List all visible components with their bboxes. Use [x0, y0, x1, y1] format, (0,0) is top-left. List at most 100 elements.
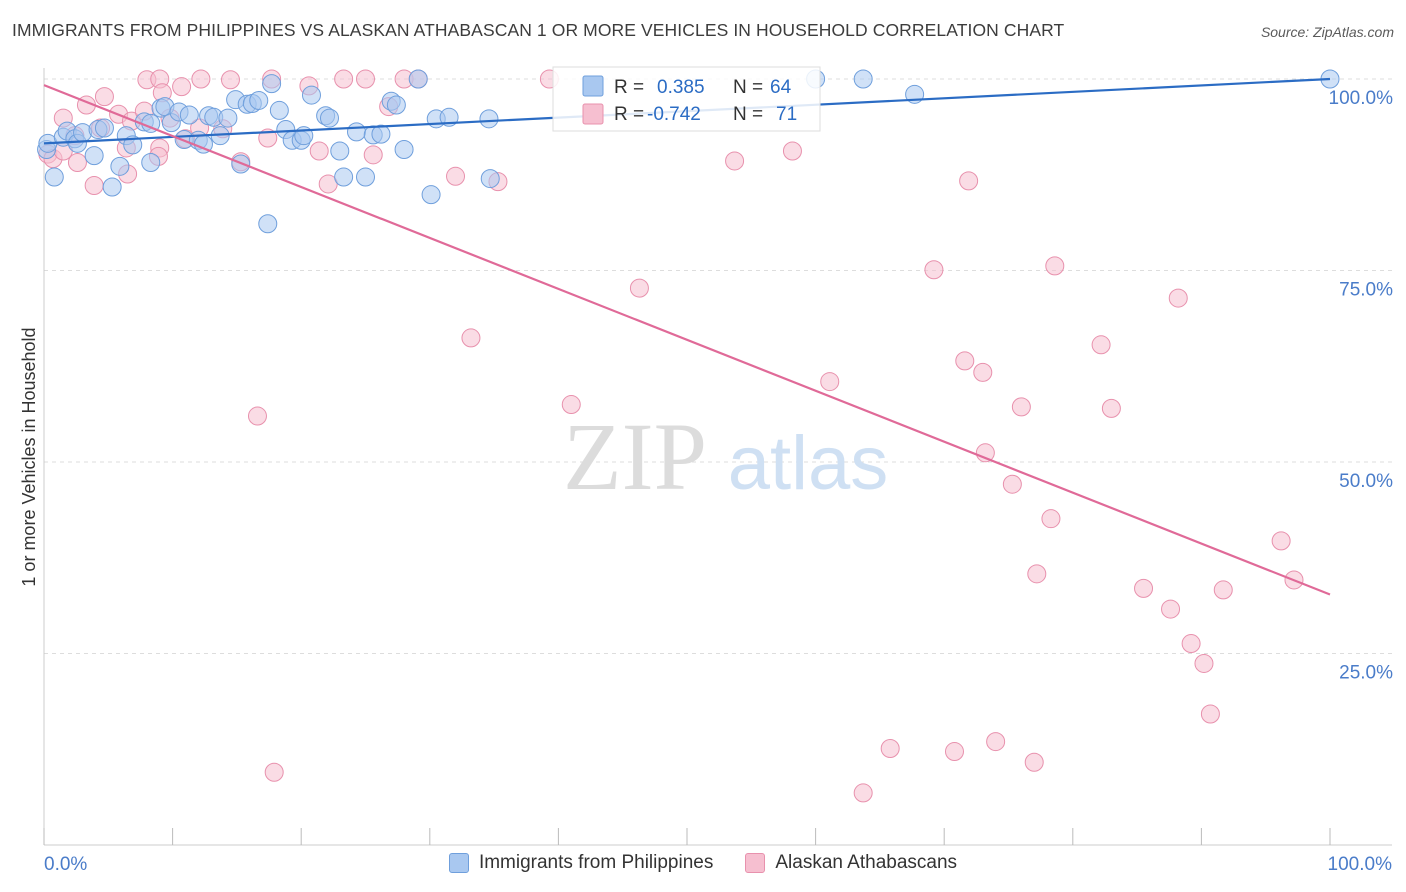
- legend-item-philippines[interactable]: Immigrants from Philippines: [448, 852, 714, 874]
- point-athabascan: [172, 77, 192, 97]
- point-philippines: [356, 167, 375, 187]
- point-athabascan: [461, 328, 481, 348]
- point-philippines: [258, 214, 278, 234]
- legend-label-athabascans: Alaskan Athabascans: [775, 852, 958, 873]
- legend-item-athabascans[interactable]: Alaskan Athabascans: [745, 852, 957, 874]
- point-philippines: [479, 109, 499, 129]
- point-philippines: [334, 167, 354, 187]
- stats-r-value-pink: -0.742: [647, 104, 701, 125]
- point-philippines: [123, 135, 143, 155]
- point-philippines: [179, 105, 199, 125]
- point-athabascan: [1002, 474, 1022, 494]
- stats-n-label: N =: [733, 77, 763, 98]
- point-philippines: [102, 177, 122, 197]
- point-philippines: [330, 141, 350, 161]
- point-athabascan: [1041, 509, 1061, 529]
- point-philippines: [84, 146, 104, 166]
- point-athabascan: [629, 278, 649, 298]
- watermark-zip: ZIP: [563, 403, 707, 510]
- y-tick-label: 50.0%: [1339, 471, 1393, 492]
- point-philippines: [421, 185, 441, 205]
- stats-n-label: N =: [733, 104, 763, 125]
- point-philippines: [319, 108, 339, 128]
- point-philippines: [262, 74, 282, 94]
- point-philippines: [141, 152, 161, 172]
- legend-swatch-pink: [745, 853, 766, 873]
- point-philippines: [110, 156, 130, 176]
- point-athabascan: [1194, 653, 1214, 673]
- point-athabascan: [561, 395, 581, 415]
- point-athabascan: [1161, 599, 1181, 619]
- stats-swatch-pink: [582, 103, 604, 125]
- bottom-legend: Immigrants from Philippines Alaskan Atha…: [0, 852, 1406, 874]
- point-athabascan: [820, 372, 840, 392]
- legend-label-philippines: Immigrants from Philippines: [478, 852, 714, 873]
- point-athabascan: [725, 151, 745, 171]
- axes: [43, 68, 1392, 846]
- point-athabascan: [94, 87, 114, 107]
- point-athabascan: [191, 69, 211, 89]
- point-athabascan: [363, 145, 383, 165]
- point-athabascan: [1101, 398, 1121, 418]
- point-philippines: [301, 85, 321, 105]
- point-philippines: [249, 90, 269, 110]
- y-tick-labels: 25.0% 50.0% 75.0% 100.0%: [1329, 88, 1394, 684]
- point-athabascan: [264, 762, 284, 782]
- point-athabascan: [67, 152, 87, 172]
- point-philippines: [386, 95, 406, 115]
- stats-legend: R = 0.385 N = 64 R = -0.742 N = 71: [552, 66, 821, 132]
- point-athabascan: [1011, 397, 1031, 417]
- y-tick-label: 25.0%: [1339, 663, 1393, 684]
- x-tick-labels: 0.0% 100.0%: [44, 854, 1392, 875]
- watermark: ZIP atlas: [563, 403, 888, 510]
- point-philippines: [371, 124, 391, 144]
- point-athabascan: [356, 69, 375, 89]
- point-athabascan: [782, 141, 802, 161]
- point-athabascan: [334, 69, 354, 89]
- point-philippines: [44, 167, 64, 187]
- point-athabascan: [1213, 580, 1233, 600]
- point-athabascan: [309, 141, 329, 161]
- y-axis-label: 1 or more Vehicles in Household: [19, 327, 39, 586]
- point-athabascan: [258, 128, 278, 148]
- y-tick-label: 100.0%: [1329, 88, 1394, 109]
- point-philippines: [480, 169, 500, 189]
- point-philippines: [73, 123, 93, 143]
- point-athabascan: [446, 166, 466, 186]
- stats-n-value-pink: 71: [776, 104, 797, 125]
- point-athabascan: [1271, 531, 1291, 551]
- stats-swatch-blue: [582, 75, 604, 97]
- source-credit: Source: ZipAtlas.com: [1260, 24, 1394, 40]
- point-athabascan: [924, 260, 944, 280]
- point-athabascan: [84, 175, 104, 195]
- point-athabascan: [1091, 335, 1111, 355]
- point-athabascan: [1181, 634, 1201, 654]
- point-philippines: [853, 69, 873, 89]
- point-athabascan: [1134, 578, 1154, 598]
- point-athabascan: [973, 362, 993, 382]
- point-philippines: [94, 118, 114, 138]
- trend-line-athabascans: [43, 84, 1331, 596]
- x-tick-label-min: 0.0%: [44, 854, 87, 875]
- point-athabascan: [880, 738, 900, 758]
- stats-r-label: R =: [614, 104, 644, 125]
- stats-r-label: R =: [614, 77, 644, 98]
- stats-r-value-blue: 0.385: [657, 77, 705, 98]
- point-athabascan: [986, 732, 1006, 752]
- point-athabascan: [1168, 288, 1188, 308]
- point-athabascan: [247, 406, 267, 426]
- point-philippines: [394, 139, 414, 159]
- stats-n-value-blue: 64: [770, 77, 792, 98]
- point-athabascan: [853, 783, 873, 803]
- y-tick-label: 75.0%: [1339, 280, 1393, 301]
- legend-swatch-blue: [448, 853, 469, 873]
- point-athabascan: [220, 70, 240, 90]
- point-philippines: [269, 100, 289, 120]
- watermark-atlas: atlas: [728, 421, 889, 506]
- point-athabascan: [1027, 564, 1047, 584]
- point-athabascan: [944, 742, 964, 762]
- point-philippines: [346, 122, 366, 142]
- point-athabascan: [959, 171, 979, 191]
- x-tick-label-max: 100.0%: [1328, 854, 1393, 875]
